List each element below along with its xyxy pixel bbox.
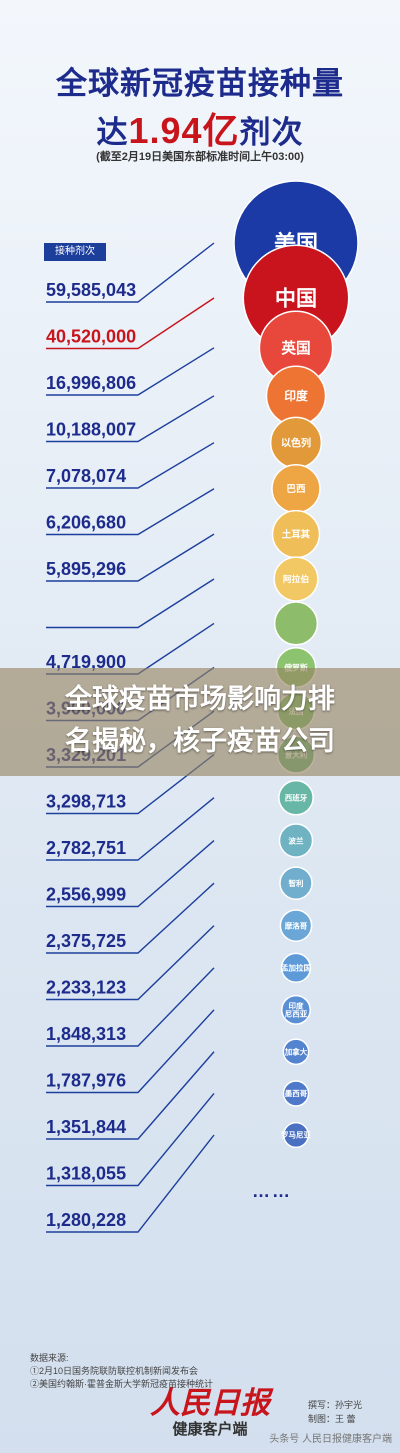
sources-label: 数据来源: [30, 1353, 69, 1363]
value-label: 10,188,007 [46, 420, 136, 440]
leader-line [46, 967, 215, 1047]
leader-line [46, 442, 215, 489]
bubble-label: 中国 [275, 287, 317, 311]
value-label: 40,520,000 [46, 327, 136, 347]
value-label: 1,280,228 [46, 1210, 126, 1230]
leader-line [46, 1009, 215, 1094]
overlay-line-1: 全球疫苗市场影响力排 [65, 684, 335, 714]
bubble-label: 波兰 [289, 835, 304, 845]
bubble-label: 巴西 [286, 484, 306, 495]
logo-name: 人民日报 [150, 1387, 270, 1420]
bubble-label: 俄罗斯 [283, 662, 308, 672]
source-1: ①2月10日国务院联防联控机制新闻发布会 [30, 1366, 199, 1376]
value-label: 6,206,680 [46, 513, 126, 533]
bubble-label: 以色列 [281, 436, 311, 449]
headline-overlay: 全球疫苗市场影响力排 名揭秘，核子疫苗公司 [0, 668, 400, 776]
data-sources: 数据来源: ①2月10日国务院联防联控机制新闻发布会 ②美国约翰斯·霍普金斯大学… [30, 1352, 213, 1391]
bubble-label: 加拿大 [284, 1046, 308, 1056]
leader-line [46, 882, 215, 954]
more-indicator: …… [252, 1181, 292, 1201]
bubble-14 [278, 823, 314, 858]
value-label: 16,996,806 [46, 373, 136, 393]
bubble-label: 智利 [289, 878, 304, 888]
leader-line [46, 1093, 215, 1187]
leader-line [46, 1051, 215, 1140]
value-label: 2,375,725 [46, 931, 126, 951]
value-label: 5,895,296 [46, 559, 126, 579]
bubble-15 [279, 866, 313, 900]
leader-line [46, 578, 215, 629]
leader-line [46, 488, 215, 536]
title-prefix: 达 [96, 115, 129, 150]
source-2: ②美国约翰斯·霍普金斯大学新冠疫苗接种统计 [30, 1379, 213, 1389]
value-label: 2,782,751 [46, 838, 126, 858]
bubble-13 [278, 779, 314, 816]
bubble-label: 孟加拉国 [281, 963, 311, 973]
publisher-logo: 人民日报 健康客户端 [150, 1378, 270, 1439]
watermark: 头条号 人民日报健康客户端 [269, 1434, 392, 1445]
chart-title-line1: 全球新冠疫苗接种量 [56, 66, 344, 101]
credits: 撰写：孙宇光 制图：王 蕾 [308, 1398, 362, 1426]
value-label: 2,556,999 [46, 885, 126, 905]
value-label: 59,585,043 [46, 280, 136, 300]
overlay-line-2: 名揭秘，核子疫苗公司 [65, 726, 335, 756]
value-label: 1,848,313 [46, 1024, 126, 1044]
value-label: 1,787,976 [46, 1071, 126, 1091]
chart-title-line2: 达1.94亿剂次 [0, 102, 400, 154]
leader-line [46, 1134, 215, 1233]
value-label: 4,719,900 [46, 652, 126, 672]
bubble-label: 西班牙 [285, 792, 308, 802]
value-label: 3,298,713 [46, 792, 126, 812]
bubble-20 [282, 1080, 310, 1107]
bubble-label: 尼西亚 [285, 1010, 308, 1019]
bubble-label: 阿拉伯 [283, 573, 309, 584]
bubble-label: 罗马尼亚 [281, 1131, 311, 1140]
credit-writer: 撰写：孙宇光 [308, 1400, 363, 1410]
bubble-label: 印度 [284, 389, 308, 403]
bubble-16 [279, 909, 313, 942]
value-labels: 59,585,043 40,520,000 16,996,806 10,188,007… [46, 280, 136, 1230]
bubble-9 [273, 601, 319, 646]
leader-line [46, 797, 215, 861]
title-suffix: 剂次 [239, 115, 304, 150]
value-label: 1,351,844 [46, 1117, 126, 1137]
leader-line [46, 242, 215, 303]
bubble-label: 摩洛哥 [285, 920, 308, 930]
bubble-19 [282, 1038, 310, 1066]
leader-line [46, 297, 215, 350]
bubble-label: 英国 [281, 339, 310, 357]
leader-line [46, 347, 215, 396]
credit-designer: 制图：王 蕾 [308, 1414, 356, 1424]
bubble-8 [273, 556, 319, 602]
bubble-label: 印度 [289, 1000, 304, 1010]
unit-tag: 接种剂次 [44, 243, 106, 261]
leader-line [46, 533, 215, 582]
title-highlight: 1.94亿 [128, 110, 240, 151]
date-note: (截至2月19日美国东部标准时间上午03:00) [96, 151, 304, 163]
value-label: 1,318,055 [46, 1164, 126, 1184]
leader-line [46, 840, 215, 908]
bubbles: 美国中国英国印度以色列巴西土耳其阿拉伯俄罗斯法国意大利西班牙波兰智利摩洛哥孟加拉… [233, 180, 359, 1149]
bubble-18 [281, 994, 311, 1025]
logo-subtitle: 健康客户端 [172, 1421, 248, 1438]
bubble-17 [280, 952, 312, 984]
bubble-21 [282, 1121, 310, 1149]
value-label: 7,078,074 [46, 466, 126, 486]
leader-line [46, 395, 215, 443]
value-label: 2,233,123 [46, 978, 126, 998]
leader-line [46, 925, 215, 1001]
bubble-label: 墨西哥 [285, 1088, 308, 1098]
bubble-label: 土耳其 [282, 529, 311, 540]
